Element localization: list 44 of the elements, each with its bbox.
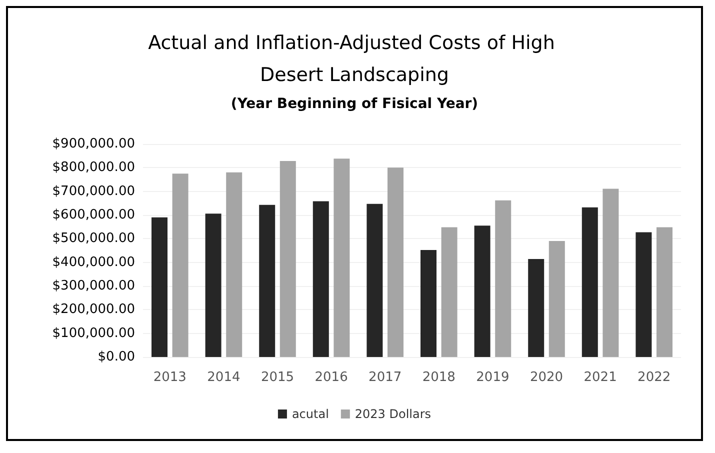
y-tick-label: $700,000.00 bbox=[52, 184, 135, 199]
bar bbox=[226, 172, 242, 357]
y-tick-label: $600,000.00 bbox=[52, 208, 135, 222]
y-tick-label: $100,000.00 bbox=[52, 326, 135, 341]
bar bbox=[420, 250, 436, 357]
bar bbox=[280, 161, 296, 357]
bar bbox=[602, 188, 619, 357]
bar bbox=[474, 226, 490, 357]
x-tick-label: 2020 bbox=[530, 370, 564, 385]
legend-label: 2023 Dollars bbox=[354, 407, 432, 421]
bar bbox=[548, 241, 565, 357]
x-tick-label: 2019 bbox=[476, 370, 510, 385]
bar bbox=[205, 214, 222, 357]
bar bbox=[172, 174, 188, 357]
bar bbox=[312, 201, 329, 357]
bar bbox=[366, 204, 383, 357]
y-tick-label: $800,000.00 bbox=[52, 160, 135, 176]
bar bbox=[582, 207, 598, 357]
x-tick-label: 2015 bbox=[260, 370, 294, 385]
y-tick-label: $0.00 bbox=[98, 350, 135, 364]
bar bbox=[528, 259, 544, 357]
bar bbox=[152, 217, 168, 357]
y-tick-label: $200,000.00 bbox=[52, 302, 135, 318]
y-tick-label: $300,000.00 bbox=[52, 278, 135, 294]
chart-subtitle: (Year Beginning of Fisical Year) bbox=[230, 96, 478, 112]
y-tick-label: $500,000.00 bbox=[52, 231, 135, 246]
x-tick-label: 2022 bbox=[638, 370, 671, 385]
chart-title: Actual and Inflation-Adjusted Costs of High Desert Landscaping bbox=[148, 32, 561, 86]
y-tick-label: $400,000.00 bbox=[52, 254, 135, 270]
x-tick-label: 2013 bbox=[153, 370, 186, 385]
bar bbox=[636, 232, 652, 357]
x-tick-label: 2017 bbox=[368, 370, 402, 385]
bar bbox=[495, 200, 512, 357]
bar bbox=[441, 227, 458, 357]
bar bbox=[259, 204, 276, 357]
bar bbox=[388, 168, 404, 357]
x-tick-label: 2018 bbox=[422, 370, 456, 385]
bar bbox=[656, 227, 672, 357]
x-tick-label: 2021 bbox=[584, 370, 617, 385]
legend-label: acutal bbox=[292, 407, 329, 421]
y-tick-label: $900,000.00 bbox=[52, 136, 135, 152]
x-tick-label: 2016 bbox=[314, 370, 348, 385]
bar bbox=[334, 158, 350, 357]
x-tick-label: 2014 bbox=[207, 370, 240, 385]
